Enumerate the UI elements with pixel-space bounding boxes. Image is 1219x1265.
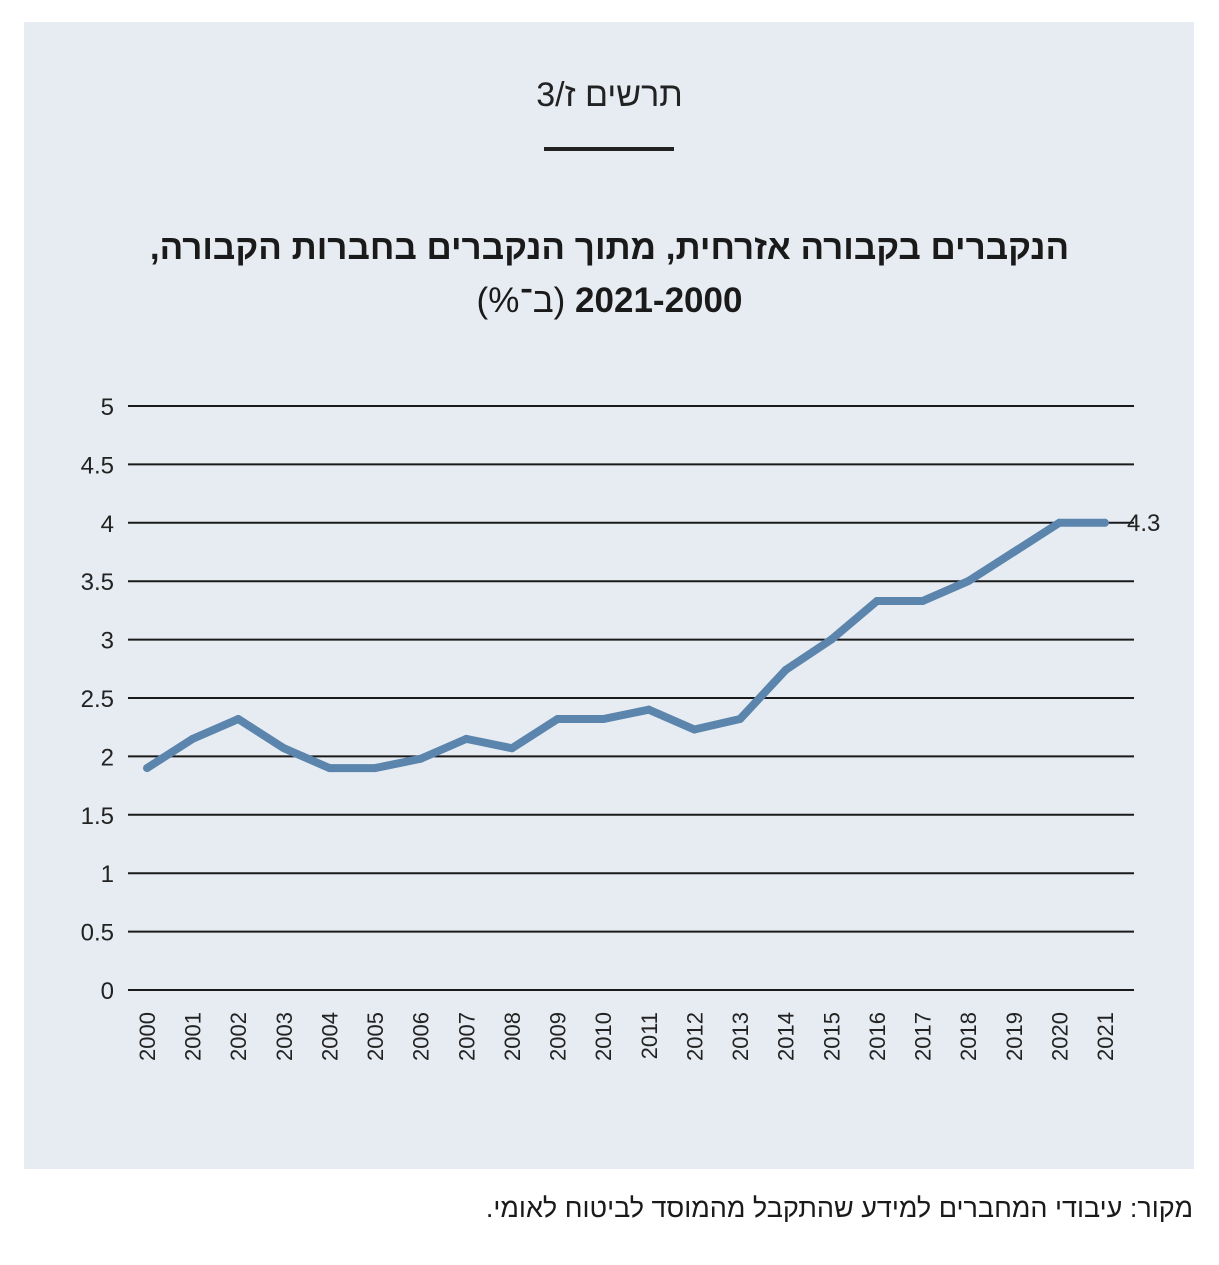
data-point <box>690 725 699 734</box>
y-tick-label: 3 <box>101 628 114 655</box>
x-tick-label: 2009 <box>546 1012 571 1061</box>
y-tick-label: 2.5 <box>81 686 114 713</box>
data-point <box>553 715 562 724</box>
data-point <box>827 635 836 644</box>
data-point <box>964 577 973 586</box>
x-tick-label: 2021 <box>1093 1012 1118 1061</box>
x-axis-ticks: 2000 2001 2002 2003 2004 2005 2006 2007 2008 2009… <box>135 1012 1118 1061</box>
data-point <box>1101 518 1109 527</box>
title-years: 2021-2000 <box>575 281 743 320</box>
chart-title-line2: 2021-2000 (ב־%) <box>0 281 1219 321</box>
y-tick-label: 1 <box>101 861 114 888</box>
y-tick-label: 3.5 <box>81 569 114 596</box>
data-point <box>507 744 516 753</box>
y-tick-label: 0.5 <box>81 920 114 947</box>
data-point <box>279 744 288 753</box>
source-note: מקור: עיבודי המחברים למידע שהתקבל מהמוסד… <box>485 1193 1193 1223</box>
x-tick-label: 2006 <box>409 1012 434 1061</box>
x-tick-label: 2007 <box>454 1012 479 1061</box>
data-point <box>188 734 197 743</box>
y-tick-label: 0 <box>101 978 114 1005</box>
figure-label: תרשים ז/3 <box>536 76 683 114</box>
data-point <box>325 764 334 773</box>
x-tick-label: 2011 <box>637 1012 662 1059</box>
data-point <box>918 597 927 606</box>
x-tick-label: 2018 <box>956 1012 981 1061</box>
x-tick-label: 2001 <box>181 1012 206 1061</box>
x-tick-label: 2008 <box>500 1012 525 1061</box>
chart-panel <box>24 22 1194 1169</box>
x-tick-label: 2003 <box>272 1012 297 1061</box>
x-tick-label: 2019 <box>1002 1012 1027 1061</box>
title-divider <box>544 147 674 151</box>
x-tick-label: 2020 <box>1047 1012 1072 1061</box>
series-line <box>144 518 1105 773</box>
data-point <box>462 734 471 743</box>
data-point <box>599 715 608 724</box>
data-point <box>736 715 745 724</box>
x-tick-label: 2013 <box>728 1012 753 1061</box>
data-point <box>781 665 790 674</box>
x-tick-label: 2012 <box>682 1012 707 1061</box>
data-point <box>234 715 243 724</box>
data-point <box>371 764 380 773</box>
x-tick-label: 2016 <box>865 1012 890 1061</box>
data-point <box>1009 548 1018 556</box>
x-tick-label: 2014 <box>774 1012 799 1061</box>
y-tick-label: 2 <box>101 744 114 771</box>
x-tick-label: 2010 <box>591 1012 616 1061</box>
y-axis-ticks: 0 0.5 1 1.5 2 2.5 3 3.5 4 4.5 5 <box>81 394 114 1005</box>
title-unit: (ב־%) <box>476 281 566 320</box>
y-tick-label: 5 <box>101 394 114 421</box>
data-point <box>416 754 425 763</box>
data-point <box>644 705 653 714</box>
end-value-label: 4.3 <box>1127 510 1160 537</box>
x-tick-label: 2004 <box>317 1012 342 1061</box>
x-tick-label: 2005 <box>363 1012 388 1061</box>
data-point <box>872 597 881 606</box>
series-layer: 4.3 <box>143 510 1160 773</box>
y-tick-label: 4 <box>101 511 114 538</box>
x-tick-label: 2000 <box>135 1012 160 1061</box>
y-tick-label: 4.5 <box>81 452 114 479</box>
y-tick-label: 1.5 <box>81 803 114 830</box>
x-tick-label: 2002 <box>226 1012 251 1061</box>
gridlines <box>128 405 1134 991</box>
x-tick-label: 2015 <box>819 1012 844 1061</box>
data-point <box>1055 518 1064 527</box>
chart-title-line1: הנקברים בקבורה אזרחית, מתוך הנקברים בחבר… <box>149 228 1070 267</box>
x-tick-label: 2017 <box>911 1012 936 1061</box>
data-point <box>143 764 151 773</box>
